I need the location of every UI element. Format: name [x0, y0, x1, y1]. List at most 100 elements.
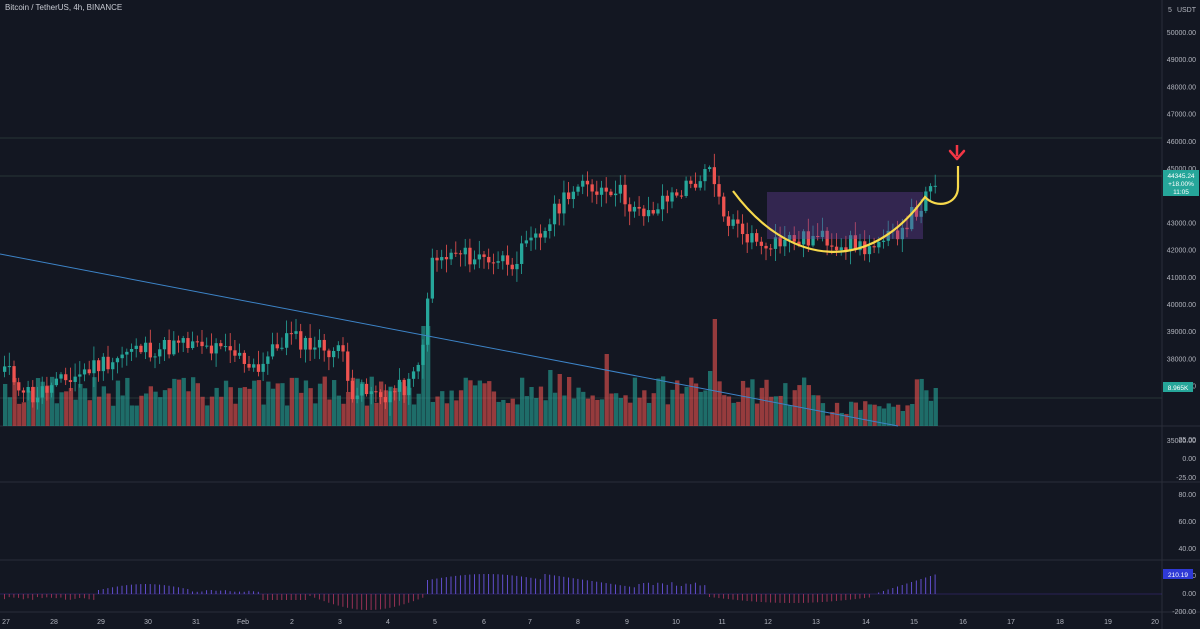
volume-bar — [411, 404, 417, 426]
volume-group — [3, 319, 938, 426]
candle-body — [656, 209, 660, 214]
candle-body — [73, 376, 77, 382]
candle-body — [505, 255, 510, 265]
candle-body — [755, 233, 759, 242]
volume-bar — [820, 403, 826, 426]
candle-body — [557, 203, 561, 214]
volume-bar — [496, 401, 501, 426]
volume-bar — [223, 380, 229, 426]
volume-bar — [139, 395, 144, 426]
candle-body — [115, 358, 120, 363]
down-arrow-icon — [948, 149, 966, 161]
volume-bar — [341, 403, 346, 426]
volume-bar — [844, 413, 849, 426]
candle-body — [482, 254, 486, 257]
candle-body — [176, 340, 181, 343]
price-tick-label: 40000.00 — [1167, 302, 1196, 309]
candle-body — [858, 241, 862, 251]
volume-bar — [115, 380, 121, 426]
candle-body — [919, 210, 923, 217]
last-price-badge: 44345.24+18.00%11:05 — [1163, 170, 1199, 196]
volume-bar — [120, 395, 125, 426]
volume-bar — [825, 415, 830, 426]
candle-body — [693, 183, 698, 188]
volume-bar — [703, 390, 708, 426]
histogram-last-value: 210.19 — [1168, 572, 1188, 579]
volume-bar — [717, 381, 722, 426]
volume-bar — [256, 380, 262, 426]
time-tick-label: 10 — [672, 619, 680, 626]
volume-bar — [778, 395, 783, 426]
candle-body — [7, 366, 11, 368]
candle-body — [501, 255, 505, 262]
volume-bar — [242, 387, 247, 426]
volume-bar — [191, 377, 196, 426]
volume-bar — [529, 387, 534, 426]
candle-body — [576, 186, 580, 192]
pane3-tick-label: 40.00 — [1178, 546, 1196, 553]
volume-bar — [73, 399, 78, 426]
time-tick-label: 11 — [718, 619, 725, 626]
volume-bar — [830, 411, 835, 426]
candle-body — [820, 230, 825, 238]
candle-body — [195, 341, 199, 343]
candle-body — [64, 374, 68, 381]
volume-bar — [327, 399, 332, 426]
candle-body — [632, 206, 637, 212]
volume-bar — [642, 390, 647, 426]
candle-body — [599, 187, 604, 195]
volume-bar — [628, 402, 633, 426]
candle-body — [322, 339, 326, 351]
volume-bar — [604, 354, 609, 426]
volume-bar — [599, 399, 605, 426]
volume-bar — [595, 399, 600, 426]
candle-body — [17, 382, 21, 391]
candle-body — [604, 187, 608, 192]
volume-bar — [773, 396, 779, 426]
volume-bar — [787, 405, 793, 426]
candle-body — [896, 230, 900, 240]
price-tick-label: 42000.00 — [1167, 248, 1196, 255]
volume-bar — [557, 374, 562, 426]
candle-body — [698, 181, 702, 188]
volume-bar — [510, 398, 515, 426]
price-tick-label: 45000.00 — [1167, 166, 1196, 173]
candle-body — [740, 223, 745, 235]
candle-body — [886, 230, 890, 241]
candle-body — [933, 185, 937, 187]
price-tick-label: 41000.00 — [1167, 275, 1196, 282]
time-tick-label: 4 — [386, 619, 390, 626]
candle-body — [679, 195, 684, 197]
candle-body — [863, 241, 867, 255]
volume-bar — [209, 396, 215, 426]
volume-bar — [68, 387, 74, 426]
candle-body — [816, 235, 820, 238]
time-tick-label: 7 — [528, 619, 532, 626]
candle-body — [219, 343, 223, 347]
candle-body — [708, 167, 712, 170]
time-tick-label: 20 — [1151, 619, 1159, 626]
candle-body — [562, 192, 566, 214]
volume-bar — [646, 402, 652, 426]
candle-body — [106, 356, 110, 370]
candle-body — [435, 257, 439, 261]
candle-body — [712, 167, 716, 185]
candle-body — [910, 207, 914, 230]
candle-body — [811, 235, 815, 246]
volume-bar — [468, 380, 473, 426]
volume-bar — [755, 403, 760, 426]
pane3-tick-label: 60.00 — [1178, 519, 1196, 526]
candle-body — [280, 347, 284, 349]
volume-bar — [308, 388, 313, 426]
volume-bar — [332, 380, 337, 426]
candle-body — [806, 231, 810, 246]
candle-body — [252, 364, 256, 368]
volume-bar — [656, 378, 661, 426]
candle-body — [881, 240, 886, 242]
volume-bar — [383, 390, 388, 426]
volume-bar — [195, 383, 200, 426]
volume-bar — [205, 405, 210, 426]
volume-bar — [87, 400, 92, 426]
volume-bar — [928, 400, 934, 426]
